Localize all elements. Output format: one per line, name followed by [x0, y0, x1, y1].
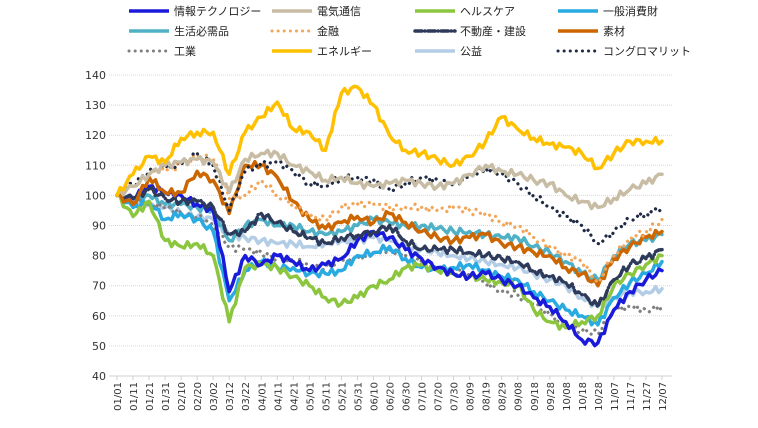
- series-line-1: [115, 148, 664, 211]
- legend-swatch: [127, 49, 171, 53]
- x-tick-label: 07/10: [418, 382, 429, 411]
- legend-item[interactable]: 生活必需品: [127, 23, 229, 39]
- legend-swatch: [415, 9, 455, 13]
- legend-swatch: [558, 9, 598, 13]
- series-line-7: [115, 159, 664, 288]
- legend-label: 工業: [174, 45, 196, 58]
- legend: 情報テクノロジー 電気通信 ヘルスケア 一般消費財生活必需品 金融 不動産・建設 素材工業 エ…: [0, 0, 758, 70]
- x-tick-label: 02/10: [177, 382, 188, 411]
- y-axis: 40 50 60 70 80 90 100 110 120 130 140: [85, 69, 106, 383]
- legend-item[interactable]: ヘルスケア: [413, 3, 515, 19]
- legend-item[interactable]: 公益: [413, 43, 482, 59]
- x-tick-label: 11/07: [610, 382, 621, 411]
- x-tick-label: 01/11: [129, 382, 140, 411]
- x-tick-label: 05/11: [321, 382, 332, 411]
- y-tick-label: 80: [92, 250, 106, 263]
- x-tick-label: 03/02: [209, 382, 220, 411]
- series-line-9: [115, 84, 664, 198]
- legend-label: 不動産・建設: [460, 25, 526, 38]
- x-tick-label: 10/08: [562, 382, 573, 411]
- legend-swatch: [556, 49, 600, 53]
- x-tick-label: 07/20: [434, 382, 445, 411]
- y-tick-label: 40: [92, 370, 106, 383]
- series-lines: [115, 84, 664, 348]
- x-tick-label: 03/12: [225, 382, 236, 411]
- legend-swatch: [415, 49, 455, 53]
- legend-item[interactable]: 電気通信: [270, 3, 361, 19]
- legend-label: コングロマリット: [603, 45, 691, 58]
- x-tick-label: 10/18: [578, 382, 589, 411]
- legend-swatch: [272, 49, 312, 53]
- grid-lines: [109, 74, 672, 347]
- x-tick-label: 10/28: [594, 382, 605, 411]
- legend-item[interactable]: 素材: [556, 23, 625, 39]
- y-tick-label: 110: [85, 159, 106, 172]
- legend-label: 金融: [317, 25, 339, 38]
- x-tick-label: 11/17: [626, 382, 637, 411]
- legend-label: 電気通信: [317, 5, 361, 18]
- legend-label: 一般消費財: [603, 5, 658, 18]
- x-tick-label: 11/27: [642, 382, 653, 411]
- x-tick-label: 12/07: [658, 382, 669, 411]
- series-line-5: [115, 152, 664, 285]
- x-tick-label: 05/21: [337, 382, 348, 411]
- series-line-3: [115, 192, 664, 327]
- legend-swatch: [129, 29, 169, 33]
- x-tick-label: 09/28: [546, 382, 557, 411]
- x-tick-label: 04/11: [273, 382, 284, 411]
- x-tick-label: 01/21: [145, 382, 156, 411]
- legend-item[interactable]: 工業: [127, 43, 196, 59]
- x-tick-label: 06/30: [402, 382, 413, 411]
- x-tick-label: 09/08: [514, 382, 525, 411]
- legend-swatch: [272, 9, 312, 13]
- y-tick-label: 90: [92, 220, 106, 233]
- legend-item[interactable]: コングロマリット: [556, 43, 691, 59]
- x-tick-label: 05/01: [305, 382, 316, 411]
- y-tick-label: 120: [85, 129, 106, 142]
- x-tick-label: 05/31: [353, 382, 364, 411]
- x-tick-label: 06/10: [369, 382, 380, 411]
- x-tick-label: 02/20: [193, 382, 204, 411]
- legend-item[interactable]: 情報テクノロジー: [127, 3, 261, 19]
- y-tick-label: 140: [85, 69, 106, 82]
- legend-label: 情報テクノロジー: [174, 5, 262, 18]
- series-line-11: [115, 150, 664, 246]
- x-tick-label: 08/19: [482, 382, 493, 411]
- legend-swatch: [270, 29, 314, 33]
- legend-label: エネルギー: [317, 45, 372, 58]
- y-tick-label: 50: [92, 340, 106, 353]
- legend-label: ヘルスケア: [460, 5, 515, 18]
- legend-label: 生活必需品: [174, 25, 229, 38]
- y-tick-label: 70: [92, 280, 106, 293]
- x-tick-label: 07/30: [450, 382, 461, 411]
- series-line-0: [115, 184, 664, 348]
- x-tick-label: 08/09: [466, 382, 477, 411]
- legend-item[interactable]: 一般消費財: [556, 3, 658, 19]
- legend-item[interactable]: 金融: [270, 23, 339, 39]
- x-tick-label: 09/18: [530, 382, 541, 411]
- series-line-10: [115, 191, 664, 309]
- x-axis: 01/01 01/11 01/21 01/31 02/10 02/20 03/02 03/12…: [109, 375, 672, 411]
- x-tick-label: 04/21: [289, 382, 300, 411]
- y-tick-label: 130: [85, 99, 106, 112]
- legend-label: 素材: [603, 25, 625, 38]
- x-tick-label: 08/29: [498, 382, 509, 411]
- x-tick-label: 01/31: [161, 382, 172, 411]
- legend-item[interactable]: エネルギー: [270, 43, 372, 59]
- x-tick-label: 04/01: [257, 382, 268, 411]
- x-tick-label: 06/20: [386, 382, 397, 411]
- legend-item[interactable]: 不動産・建設: [413, 23, 526, 39]
- y-tick-label: 60: [92, 310, 106, 323]
- y-tick-label: 100: [85, 189, 106, 202]
- x-tick-label: 01/01: [113, 382, 124, 411]
- legend-label: 公益: [460, 45, 482, 58]
- legend-swatch: [558, 29, 598, 33]
- legend-swatch: [129, 9, 169, 13]
- x-tick-label: 03/22: [241, 382, 252, 411]
- legend-swatch: [413, 29, 457, 33]
